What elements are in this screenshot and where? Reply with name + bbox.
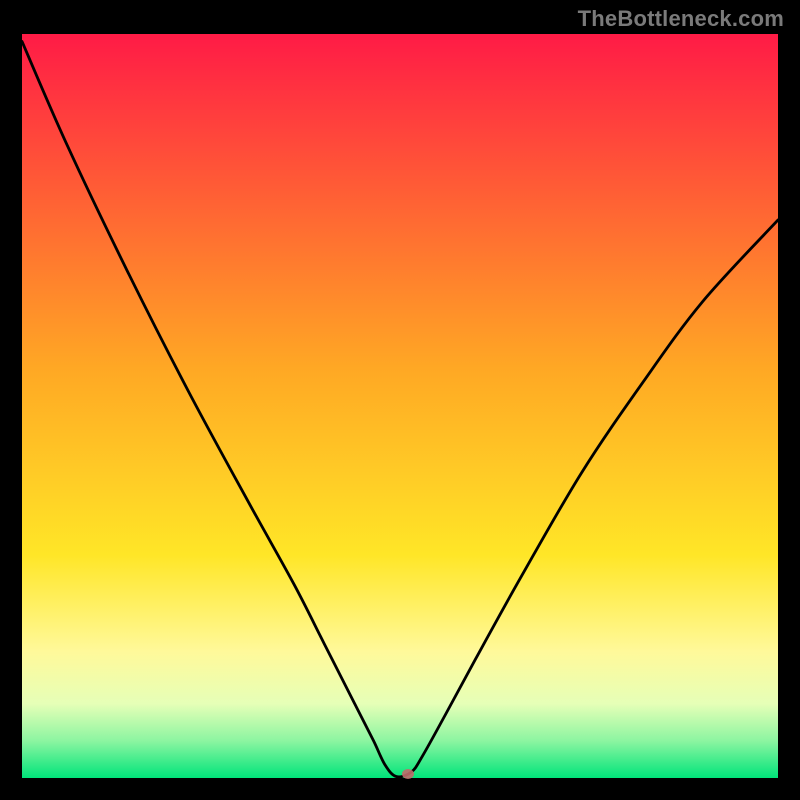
bottleneck-curve <box>22 34 778 778</box>
watermark-text: TheBottleneck.com <box>578 6 784 32</box>
chart-container: TheBottleneck.com <box>0 0 800 800</box>
optimal-point-marker <box>402 769 414 779</box>
plot-area <box>22 34 778 778</box>
